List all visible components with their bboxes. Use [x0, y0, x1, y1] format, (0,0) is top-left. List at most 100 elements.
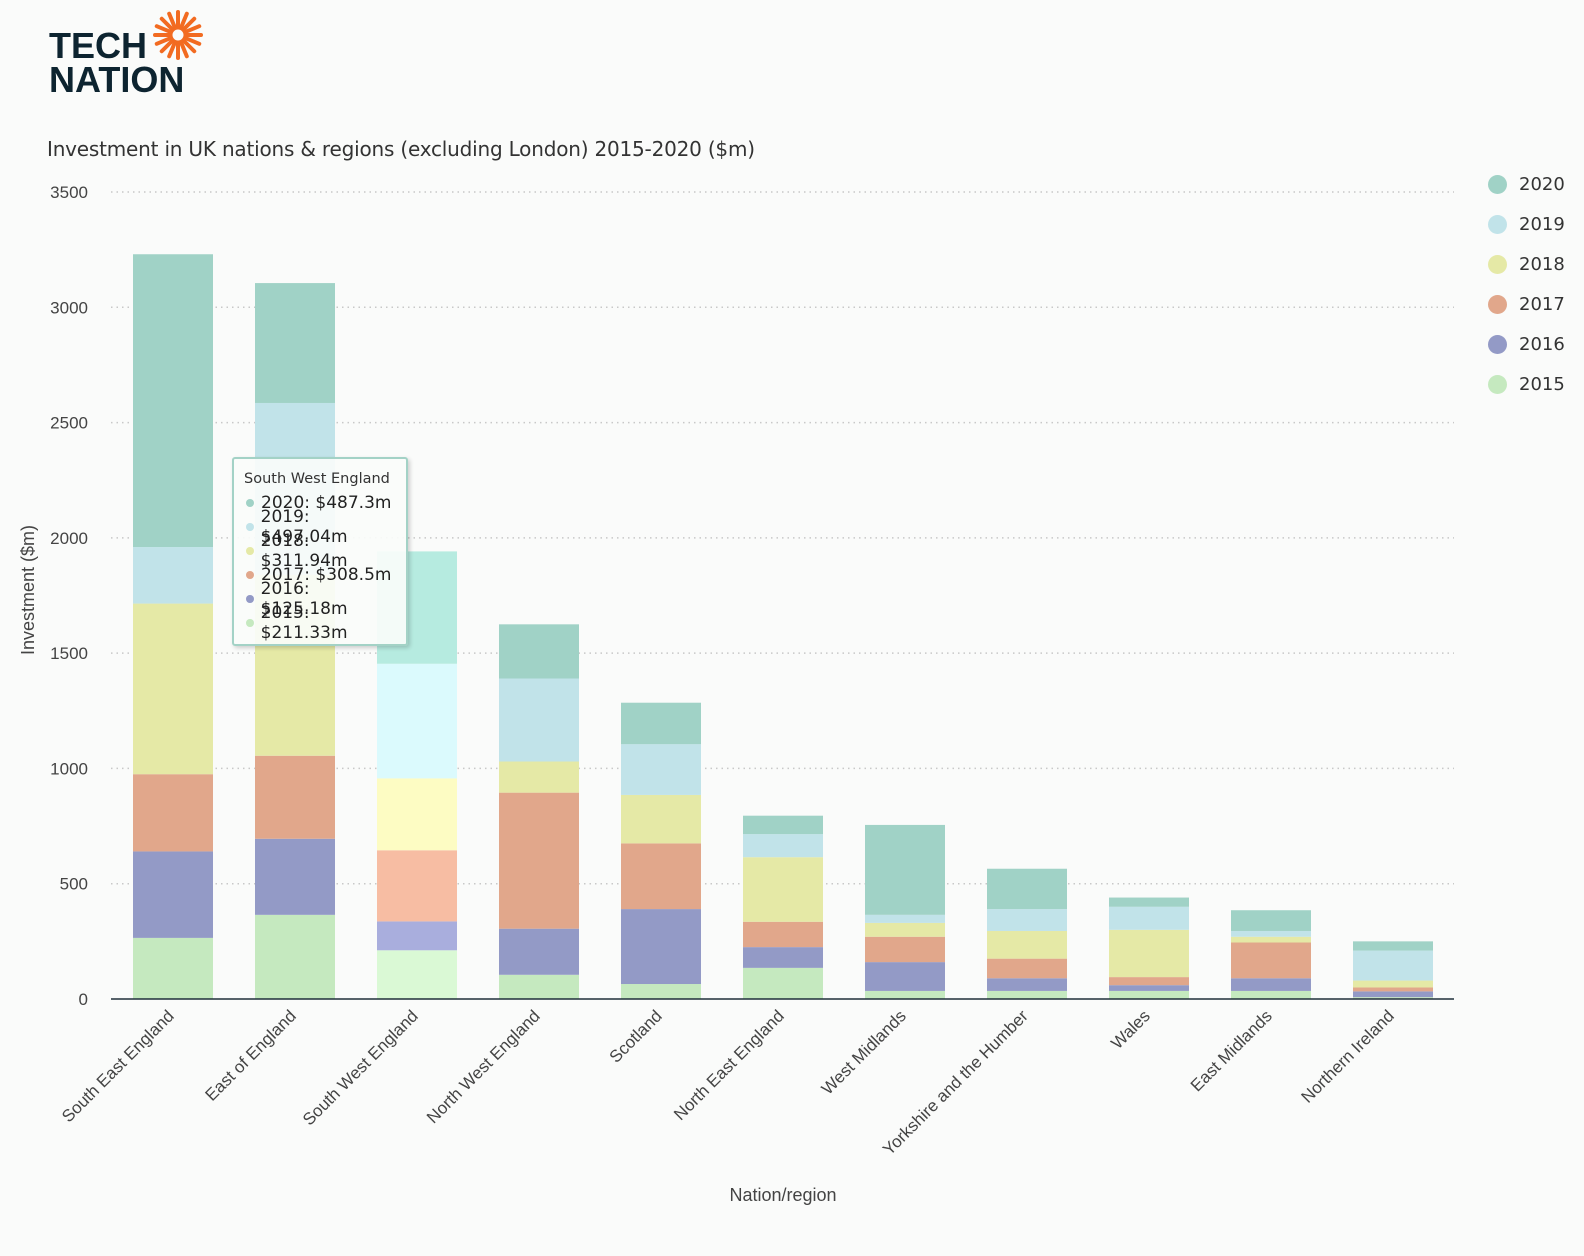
- x-axis-title: Nation/region: [729, 1185, 836, 1205]
- legend-marker: [1488, 174, 1507, 194]
- bar-segment[interactable]: [1231, 990, 1311, 999]
- legend-marker: [1488, 214, 1507, 234]
- tooltip-marker: [246, 499, 254, 507]
- bar-segment[interactable]: [743, 834, 823, 858]
- bar-segment[interactable]: [743, 947, 823, 968]
- tooltip-marker: [246, 571, 254, 579]
- bar-segment[interactable]: [987, 868, 1067, 910]
- bar-segment[interactable]: [377, 950, 457, 999]
- bar-segment[interactable]: [499, 928, 579, 975]
- y-tick-label: 0: [79, 990, 88, 1009]
- y-tick-label: 1000: [50, 759, 88, 778]
- bar-segment[interactable]: [865, 936, 945, 963]
- bar-segment[interactable]: [987, 958, 1067, 979]
- legend-item[interactable]: 2016: [1488, 324, 1565, 364]
- legend-item[interactable]: 2019: [1488, 204, 1565, 244]
- bar-segment[interactable]: [255, 283, 335, 403]
- tooltip-row: 2018: $311.94m: [244, 531, 396, 571]
- bar-segment[interactable]: [1231, 942, 1311, 979]
- bar-segment[interactable]: [621, 909, 701, 985]
- bar-segment[interactable]: [1353, 950, 1433, 981]
- bar-segment[interactable]: [1353, 980, 1433, 988]
- tooltip-row: 2019: $497.04m: [244, 507, 396, 547]
- bar-segment[interactable]: [133, 547, 213, 604]
- bar-segment[interactable]: [133, 937, 213, 999]
- tooltip-row: 2015: $211.33m: [244, 603, 396, 643]
- y-tick-label: 500: [60, 875, 88, 894]
- x-tick-label: North East England: [670, 1006, 788, 1124]
- bar-segment[interactable]: [1353, 991, 1433, 998]
- legend-label: 2015: [1519, 373, 1565, 395]
- tooltip-value: 2020: $487.3m: [261, 493, 392, 513]
- legend-item[interactable]: 2017: [1488, 284, 1565, 324]
- bar-segment[interactable]: [987, 990, 1067, 999]
- y-tick-label: 2000: [50, 529, 88, 548]
- bar-segment[interactable]: [1231, 910, 1311, 931]
- bar-segment[interactable]: [987, 909, 1067, 931]
- bar-segment[interactable]: [621, 702, 701, 745]
- bar-segment[interactable]: [743, 815, 823, 835]
- bar-segment[interactable]: [1231, 930, 1311, 937]
- bar-segment[interactable]: [621, 984, 701, 999]
- bar-segment[interactable]: [1231, 936, 1311, 943]
- y-tick-label: 3000: [50, 298, 88, 317]
- legend-item[interactable]: 2018: [1488, 244, 1565, 284]
- legend-label: 2018: [1519, 253, 1565, 275]
- tooltip-value: 2015: $211.33m: [260, 603, 348, 643]
- y-tick-label: 1500: [50, 644, 88, 663]
- bar-segment[interactable]: [865, 922, 945, 937]
- bar-segment[interactable]: [621, 744, 701, 795]
- bar-segment[interactable]: [987, 978, 1067, 991]
- tooltip-marker: [246, 523, 254, 531]
- bar-segment[interactable]: [1109, 977, 1189, 986]
- bar-segment[interactable]: [1109, 990, 1189, 999]
- bar-segment[interactable]: [621, 843, 701, 910]
- bar-segment[interactable]: [865, 824, 945, 915]
- bar-segment[interactable]: [377, 663, 457, 779]
- bar-segment[interactable]: [1231, 978, 1311, 991]
- bar-segment[interactable]: [133, 851, 213, 938]
- bar-segment[interactable]: [865, 914, 945, 923]
- tooltip: South West England 2020: $487.3m 2019: $4…: [232, 457, 408, 646]
- legend-label: 2020: [1519, 173, 1565, 195]
- bar-segment[interactable]: [1353, 987, 1433, 992]
- legend-marker: [1488, 254, 1507, 274]
- bar-segment[interactable]: [621, 794, 701, 844]
- bar-segment[interactable]: [1109, 929, 1189, 978]
- bar-segment[interactable]: [255, 914, 335, 999]
- bar-segment[interactable]: [133, 254, 213, 548]
- bar-segment[interactable]: [865, 990, 945, 999]
- x-tick-label: Northern Ireland: [1298, 1006, 1398, 1106]
- tooltip-value: 2019: $497.04m: [260, 507, 348, 547]
- bar-segment[interactable]: [743, 967, 823, 999]
- bar-segment[interactable]: [255, 755, 335, 839]
- legend: 2020 2019 2018 2017 2016 2015: [1488, 164, 1565, 404]
- legend-item[interactable]: 2015: [1488, 364, 1565, 404]
- sun-icon: [153, 10, 203, 60]
- bar-segment[interactable]: [499, 974, 579, 999]
- bar-segment[interactable]: [255, 838, 335, 915]
- legend-item[interactable]: 2020: [1488, 164, 1565, 204]
- bar-segment[interactable]: [499, 761, 579, 793]
- bar-segment[interactable]: [377, 850, 457, 922]
- bar-segment[interactable]: [499, 624, 579, 679]
- bar-segment[interactable]: [743, 857, 823, 922]
- tooltip-marker: [246, 595, 254, 603]
- bar-segment[interactable]: [1353, 997, 1433, 999]
- bar-segment[interactable]: [865, 962, 945, 991]
- bar-segment[interactable]: [133, 774, 213, 852]
- bar-segment[interactable]: [499, 678, 579, 762]
- x-tick-label: South West England: [299, 1006, 422, 1129]
- legend-label: 2016: [1519, 333, 1565, 355]
- bar-segment[interactable]: [1353, 941, 1433, 951]
- bar-segment[interactable]: [499, 792, 579, 929]
- bar-segment[interactable]: [377, 778, 457, 851]
- bar-segment[interactable]: [377, 921, 457, 951]
- x-tick-label: East Midlands: [1187, 1006, 1276, 1095]
- bar-segment[interactable]: [133, 603, 213, 775]
- bar-segment[interactable]: [1109, 985, 1189, 991]
- bar-segment[interactable]: [743, 921, 823, 948]
- bar-segment[interactable]: [1109, 897, 1189, 907]
- bar-segment[interactable]: [1109, 906, 1189, 930]
- bar-segment[interactable]: [987, 930, 1067, 959]
